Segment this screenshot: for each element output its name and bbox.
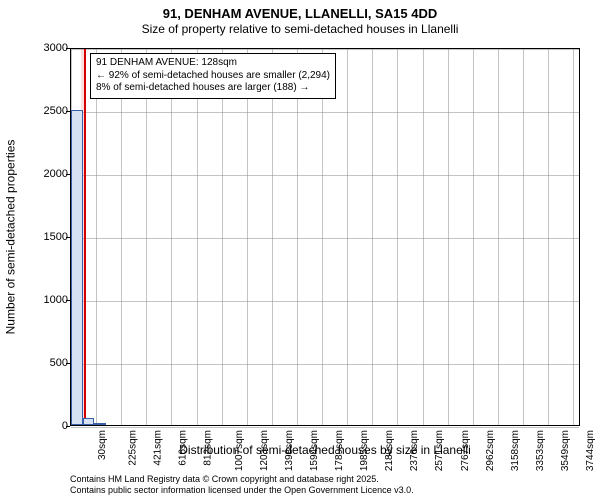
attribution-line-1: Contains HM Land Registry data © Crown c… [70,474,414,485]
y-tick-label: 2500 [44,105,68,117]
attribution-line-2: Contains public sector information licen… [70,485,414,496]
grid-line-v [197,49,198,425]
grid-line-v [473,49,474,425]
y-tick-label: 1000 [44,294,68,306]
x-axis-label: Distribution of semi-detached houses by … [70,443,580,457]
grid-line-v [121,49,122,425]
grid-line-v [272,49,273,425]
grid-line-v [523,49,524,425]
annotation-box: 91 DENHAM AVENUE: 128sqm ← 92% of semi-d… [90,53,336,99]
annotation-line-2: ← 92% of semi-detached houses are smalle… [96,70,330,83]
grid-line-v [222,49,223,425]
grid-line-h [71,427,579,428]
y-tick-label: 3000 [44,42,68,54]
plot-area [70,48,580,426]
grid-line-v [548,49,549,425]
grid-line-v [423,49,424,425]
histogram-bar [71,110,83,425]
annotation-line-3: 8% of semi-detached houses are larger (1… [96,82,330,95]
y-tick-label: 2000 [44,168,68,180]
chart-container: 91, DENHAM AVENUE, LLANELLI, SA15 4DD Si… [0,0,600,500]
grid-line-v [247,49,248,425]
attribution-text: Contains HM Land Registry data © Crown c… [70,474,414,496]
grid-line-v [297,49,298,425]
annotation-line-1: 91 DENHAM AVENUE: 128sqm [96,57,330,70]
y-axis-label: Number of semi-detached properties [2,48,18,426]
grid-line-v [573,49,574,425]
grid-line-v [96,49,97,425]
grid-line-v [498,49,499,425]
x-tick-label: 3744sqm [585,430,596,471]
y-tick-label: 1500 [44,231,68,243]
histogram-bar [94,423,106,425]
grid-line-v [146,49,147,425]
histogram-bar [83,418,95,425]
grid-line-v [448,49,449,425]
chart-title: 91, DENHAM AVENUE, LLANELLI, SA15 4DD [0,6,600,21]
grid-line-v [322,49,323,425]
chart-subtitle: Size of property relative to semi-detach… [0,22,600,36]
highlight-line [84,49,86,425]
grid-line-v [372,49,373,425]
grid-line-v [347,49,348,425]
grid-line-v [397,49,398,425]
grid-line-v [171,49,172,425]
